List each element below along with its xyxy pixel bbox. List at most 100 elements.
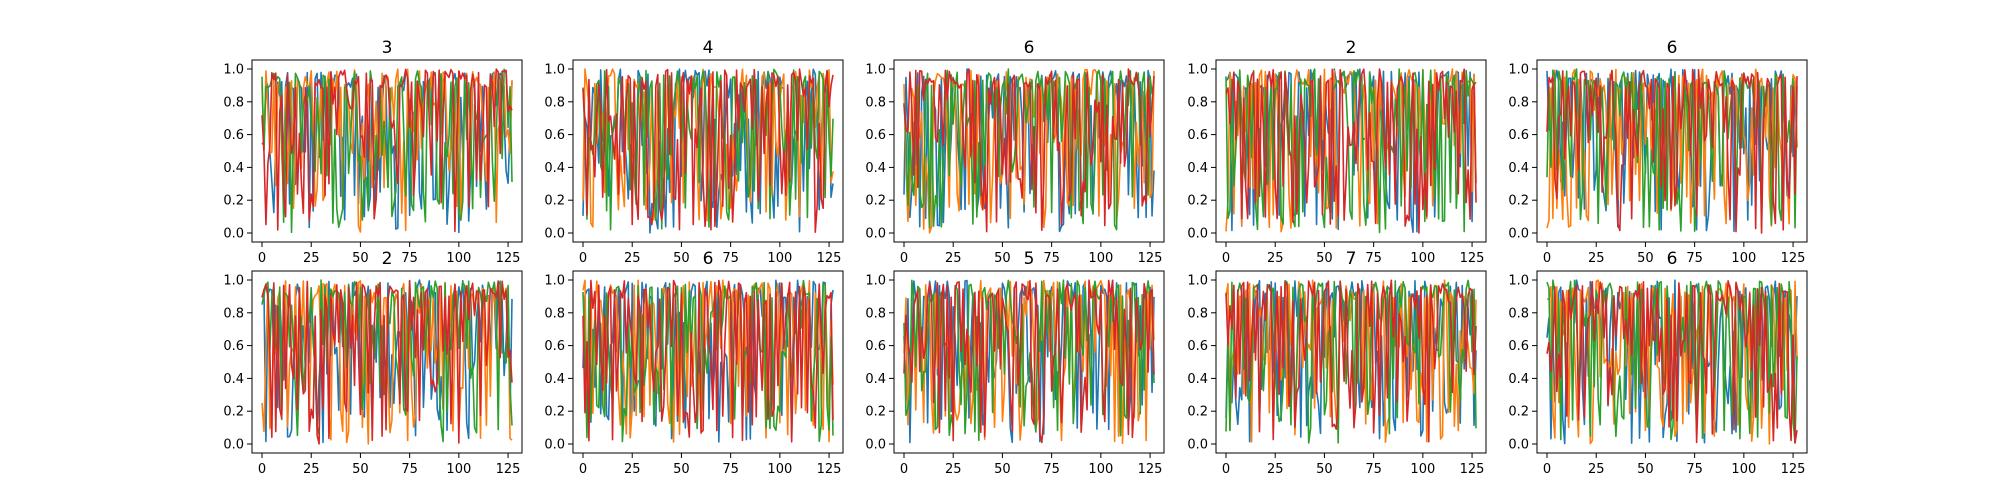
y-tick-label: 0.8 bbox=[1508, 306, 1529, 321]
x-tick-label: 75 bbox=[722, 251, 739, 266]
x-tick-label: 0 bbox=[900, 462, 908, 477]
series-line-3 bbox=[1546, 279, 1798, 444]
x-tick-label: 100 bbox=[1731, 251, 1756, 266]
y-tick-label: 0.6 bbox=[223, 339, 244, 354]
x-tick-label: 125 bbox=[1138, 462, 1163, 477]
y-tick-label: 1.0 bbox=[223, 63, 244, 78]
y-tick-label: 0.0 bbox=[865, 227, 886, 242]
x-tick-label: 100 bbox=[446, 251, 471, 266]
panel-title: 2 bbox=[1346, 38, 1357, 58]
series-line-3 bbox=[582, 68, 834, 231]
panel-title: 6 bbox=[703, 249, 714, 269]
y-tick-label: 0.0 bbox=[1508, 227, 1529, 242]
panel-title: 3 bbox=[382, 38, 393, 58]
y-tick-label: 0.2 bbox=[1187, 405, 1208, 420]
y-tick-label: 0.4 bbox=[223, 161, 244, 176]
x-tick-label: 75 bbox=[401, 462, 418, 477]
x-tick-label: 100 bbox=[1088, 462, 1113, 477]
series-line-4 bbox=[261, 280, 513, 445]
subplot-5: 6 0 25 50 75 100 125 0.0 0.2 0.4 0.6 0.8 1.0 bbox=[1508, 38, 1808, 266]
x-tick-label: 125 bbox=[496, 462, 521, 477]
x-tick-label: 125 bbox=[1781, 462, 1806, 477]
x-tick-label: 100 bbox=[767, 462, 792, 477]
subplot-2: 4 0 25 50 75 100 125 0.0 0.2 0.4 0.6 0.8 1.0 bbox=[544, 38, 844, 266]
x-tick-label: 100 bbox=[1731, 462, 1756, 477]
y-tick-label: 0.4 bbox=[1508, 161, 1529, 176]
x-tick-label: 50 bbox=[352, 462, 369, 477]
panel-title: 6 bbox=[1667, 249, 1678, 269]
y-tick-label: 1.0 bbox=[1508, 63, 1529, 78]
x-tick-label: 50 bbox=[994, 251, 1011, 266]
y-tick-label: 0.2 bbox=[865, 405, 886, 420]
y-tick-label: 0.6 bbox=[865, 339, 886, 354]
y-tick-label: 0.0 bbox=[1187, 227, 1208, 242]
series-line-3 bbox=[1225, 68, 1477, 234]
x-tick-label: 75 bbox=[1686, 251, 1703, 266]
y-tick-label: 0.4 bbox=[544, 161, 565, 176]
series-line-3 bbox=[1225, 279, 1477, 444]
y-tick-label: 0.0 bbox=[223, 227, 244, 242]
x-tick-label: 0 bbox=[258, 251, 266, 266]
x-tick-label: 0 bbox=[1222, 251, 1230, 266]
y-tick-label: 0.2 bbox=[1508, 194, 1529, 209]
x-tick-label: 25 bbox=[624, 251, 641, 266]
y-tick-label: 0.8 bbox=[544, 95, 565, 110]
y-tick-label: 1.0 bbox=[223, 274, 244, 289]
x-tick-label: 0 bbox=[258, 462, 266, 477]
x-tick-label: 75 bbox=[1365, 462, 1382, 477]
series-line-2 bbox=[1546, 68, 1798, 229]
x-tick-label: 50 bbox=[673, 462, 690, 477]
x-tick-label: 75 bbox=[401, 251, 418, 266]
y-tick-label: 0.6 bbox=[1187, 339, 1208, 354]
axes-frame bbox=[572, 59, 844, 243]
x-tick-label: 125 bbox=[817, 251, 842, 266]
y-tick-label: 0.6 bbox=[544, 339, 565, 354]
y-tick-label: 0.8 bbox=[865, 95, 886, 110]
x-tick-label: 0 bbox=[579, 462, 587, 477]
x-tick-label: 0 bbox=[1222, 462, 1230, 477]
x-tick-label: 25 bbox=[1267, 462, 1284, 477]
x-tick-label: 25 bbox=[1267, 251, 1284, 266]
x-tick-label: 125 bbox=[1781, 251, 1806, 266]
y-tick-label: 1.0 bbox=[865, 63, 886, 78]
y-tick-label: 0.6 bbox=[1508, 128, 1529, 143]
x-tick-label: 125 bbox=[1460, 462, 1485, 477]
series-line-4 bbox=[1225, 279, 1477, 443]
series-line-4 bbox=[1225, 68, 1477, 234]
y-tick-label: 0.0 bbox=[1187, 438, 1208, 453]
x-tick-label: 50 bbox=[352, 251, 369, 266]
x-tick-label: 75 bbox=[722, 462, 739, 477]
x-tick-label: 50 bbox=[1637, 251, 1654, 266]
panel-title: 4 bbox=[703, 38, 714, 58]
x-tick-label: 0 bbox=[1543, 462, 1551, 477]
panel-title: 5 bbox=[1024, 249, 1035, 269]
y-tick-label: 0.6 bbox=[1508, 339, 1529, 354]
axes-frame bbox=[1536, 59, 1808, 243]
x-tick-label: 25 bbox=[1588, 462, 1605, 477]
subplot-4: 2 0 25 50 75 100 125 0.0 0.2 0.4 0.6 0.8 1.0 bbox=[1187, 38, 1487, 266]
y-tick-label: 0.4 bbox=[865, 161, 886, 176]
y-tick-label: 1.0 bbox=[865, 274, 886, 289]
x-tick-label: 25 bbox=[624, 462, 641, 477]
y-tick-label: 0.8 bbox=[1508, 95, 1529, 110]
y-tick-label: 0.2 bbox=[223, 405, 244, 420]
y-tick-label: 0.6 bbox=[865, 128, 886, 143]
x-tick-label: 50 bbox=[1637, 462, 1654, 477]
axes-frame bbox=[893, 270, 1165, 454]
x-tick-label: 25 bbox=[945, 462, 962, 477]
series-line-4 bbox=[582, 279, 834, 443]
axes-frame bbox=[251, 59, 523, 243]
y-tick-label: 1.0 bbox=[1187, 274, 1208, 289]
y-tick-label: 0.4 bbox=[1187, 372, 1208, 387]
series-line-4 bbox=[903, 68, 1155, 233]
x-tick-label: 75 bbox=[1686, 462, 1703, 477]
y-tick-label: 0.2 bbox=[1508, 405, 1529, 420]
subplot-6: 2 0 25 50 75 100 125 0.0 0.2 0.4 0.6 0.8 1.0 bbox=[223, 249, 523, 477]
x-tick-label: 50 bbox=[673, 251, 690, 266]
x-tick-label: 25 bbox=[945, 251, 962, 266]
subplot-7: 6 0 25 50 75 100 125 0.0 0.2 0.4 0.6 0.8 1.0 bbox=[544, 249, 844, 477]
y-tick-label: 1.0 bbox=[1187, 63, 1208, 78]
y-tick-label: 0.2 bbox=[865, 194, 886, 209]
x-tick-label: 75 bbox=[1365, 251, 1382, 266]
